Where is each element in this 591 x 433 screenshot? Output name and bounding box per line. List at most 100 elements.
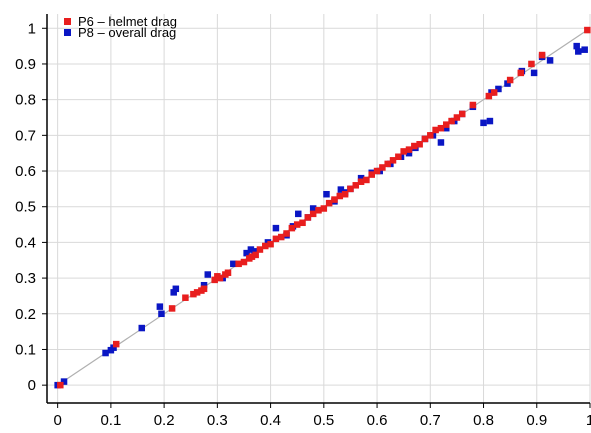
- data-point: [288, 224, 296, 232]
- data-point: [584, 26, 591, 34]
- data-point: [480, 119, 487, 127]
- data-point: [57, 381, 64, 389]
- data-point: [573, 42, 580, 50]
- data-point: [546, 57, 554, 64]
- data-point: [315, 207, 322, 214]
- data-point: [405, 146, 413, 153]
- data-point: [528, 60, 535, 68]
- data-point: [224, 269, 232, 276]
- data-point: [357, 178, 365, 185]
- data-point: [110, 344, 117, 351]
- data-point: [216, 274, 224, 282]
- data-point: [530, 69, 538, 77]
- data-point: [432, 126, 439, 134]
- data-point: [252, 251, 259, 259]
- y-tick-label: 0.8: [15, 92, 36, 109]
- data-point: [170, 289, 177, 296]
- data-point: [443, 124, 450, 132]
- y-tick-label: 0.9: [15, 56, 36, 73]
- data-point: [235, 260, 242, 268]
- data-point: [299, 219, 306, 227]
- y-tick-label: 0.2: [15, 306, 36, 323]
- data-point: [309, 205, 317, 212]
- data-point: [405, 149, 413, 157]
- y-tick-label: 0.6: [15, 163, 36, 180]
- data-point: [347, 185, 354, 193]
- data-point: [283, 230, 290, 237]
- data-point: [411, 142, 418, 150]
- data-point: [379, 164, 386, 171]
- data-point: [373, 167, 381, 175]
- data-point: [341, 190, 349, 198]
- data-point: [395, 153, 402, 161]
- data-point: [102, 349, 109, 357]
- x-tick-label: 1: [586, 412, 591, 429]
- y-tick-label: 0.1: [15, 341, 36, 358]
- data-point: [323, 190, 330, 198]
- y-tick-label: 1: [28, 20, 36, 37]
- data-point: [495, 85, 502, 93]
- x-tick-label: 0.3: [207, 412, 228, 429]
- data-point: [293, 221, 301, 228]
- data-point: [400, 148, 407, 155]
- data-point: [437, 124, 445, 132]
- data-point: [230, 260, 237, 268]
- x-tick-label: 0.9: [526, 412, 547, 429]
- data-point: [504, 80, 511, 87]
- data-point: [200, 281, 208, 289]
- data-point: [469, 101, 477, 109]
- axes: [42, 14, 591, 408]
- y-tick-label: 0: [28, 377, 36, 394]
- data-point: [247, 246, 255, 253]
- data-point: [138, 324, 146, 332]
- x-tick-label: 0.5: [313, 412, 334, 429]
- data-point: [243, 249, 250, 257]
- y-tick-label: 0.5: [15, 199, 36, 216]
- data-point: [363, 176, 370, 184]
- data-point: [384, 160, 391, 168]
- data-point: [182, 294, 189, 301]
- data-point: [437, 139, 445, 146]
- data-point: [272, 224, 280, 232]
- data-point: [251, 248, 258, 255]
- data-point: [172, 285, 180, 293]
- data-point: [240, 258, 248, 266]
- data-point: [277, 233, 285, 241]
- data-point: [575, 48, 582, 55]
- data-point: [211, 276, 218, 284]
- legend-marker: [64, 29, 71, 36]
- data-point: [248, 253, 256, 260]
- data-point: [368, 171, 375, 178]
- data-point: [416, 141, 423, 148]
- data-point: [352, 182, 360, 189]
- data-point: [267, 240, 274, 248]
- data-point: [60, 378, 68, 385]
- data-point: [458, 110, 466, 118]
- data-point: [357, 174, 365, 182]
- data-points: [54, 26, 591, 389]
- data-point: [325, 199, 333, 207]
- gridlines: [47, 14, 591, 403]
- data-point: [272, 235, 280, 243]
- y-tick-label: 0.4: [15, 234, 36, 251]
- data-point: [190, 290, 197, 298]
- data-point: [200, 285, 208, 293]
- data-point: [453, 114, 461, 121]
- data-point: [337, 186, 345, 193]
- data-point: [158, 310, 165, 318]
- data-point: [168, 305, 176, 312]
- data-point: [256, 246, 264, 253]
- y-tick-label: 0.3: [15, 270, 36, 287]
- data-point: [421, 135, 429, 143]
- data-point: [204, 271, 212, 278]
- data-point: [320, 205, 328, 212]
- series-1: [57, 26, 591, 389]
- x-tick-label: 0.7: [420, 412, 441, 429]
- data-point: [506, 76, 514, 84]
- x-tick-label: 0.8: [473, 412, 494, 429]
- data-point: [581, 46, 588, 53]
- x-tick-label: 0.6: [367, 412, 388, 429]
- data-point: [112, 340, 120, 348]
- data-point: [309, 210, 317, 218]
